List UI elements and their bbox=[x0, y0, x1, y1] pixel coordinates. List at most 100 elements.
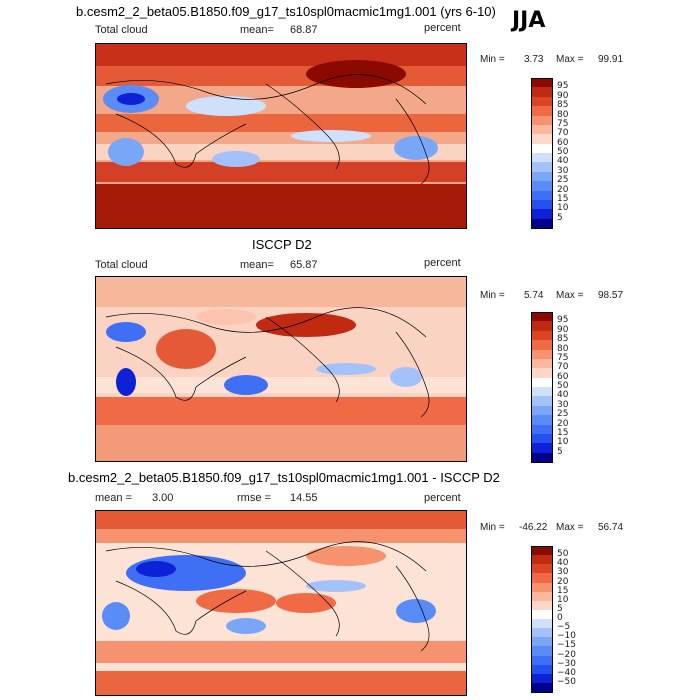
colorbar-swatch bbox=[531, 396, 553, 407]
colorbar-tick-label: 5 bbox=[557, 446, 563, 457]
colorbar-swatch bbox=[531, 619, 553, 629]
panel-2-unit: percent bbox=[424, 257, 461, 269]
panel-3-rmse-label: rmse = bbox=[237, 492, 271, 504]
colorbar-swatch bbox=[531, 143, 553, 154]
panel-3-unit: percent bbox=[424, 492, 461, 504]
colorbar-tick-label: 40 bbox=[557, 390, 569, 401]
colorbar-tick-label: 90 bbox=[557, 90, 569, 101]
colorbar-swatch bbox=[531, 424, 553, 435]
panel-1-min-value: 3.73 bbox=[524, 54, 544, 65]
colorbar-tick-label: 5 bbox=[557, 212, 563, 223]
colorbar-swatch bbox=[531, 564, 553, 574]
colorbar-tick-label: 75 bbox=[557, 118, 569, 129]
panel-1-mean-value: 68.87 bbox=[290, 24, 318, 36]
colorbar-tick-label: 70 bbox=[557, 128, 569, 139]
colorbar-tick-label: 30 bbox=[557, 567, 569, 578]
colorbar-tick-label: 15 bbox=[557, 585, 569, 596]
colorbar-swatch bbox=[531, 321, 553, 332]
colorbar-swatch bbox=[531, 349, 553, 360]
panel-1-colorbar: 95 90 85 80 75 70 60 50 40 30 25 20 15 10 5 bbox=[531, 78, 591, 229]
colorbar-swatch bbox=[531, 115, 553, 126]
colorbar-swatch bbox=[531, 673, 553, 684]
colorbar-swatch bbox=[531, 209, 553, 220]
colorbar-swatch bbox=[531, 153, 553, 163]
colorbar-swatch bbox=[531, 218, 553, 229]
panel-2-variable-label: Total cloud bbox=[95, 259, 148, 271]
colorbar-tick-label: 30 bbox=[557, 399, 569, 410]
colorbar-tick-label: 0 bbox=[557, 613, 563, 623]
colorbar-tick-label: 15 bbox=[557, 193, 569, 204]
colorbar-swatch bbox=[531, 181, 553, 191]
colorbar-tick-label: 40 bbox=[557, 558, 569, 569]
panel-1-title: b.cesm2_2_beta05.B1850.f09_g17_ts10spl0m… bbox=[76, 4, 496, 19]
colorbar-tick-label: 10 bbox=[557, 437, 569, 448]
colorbar-swatch bbox=[531, 96, 553, 107]
colorbar-tick-label: 25 bbox=[557, 175, 569, 186]
colorbar-tick-label: 50 bbox=[557, 147, 569, 157]
colorbar-tick-label: −20 bbox=[557, 649, 576, 660]
panel-3-min-value: -46.22 bbox=[519, 522, 548, 533]
colorbar-swatch bbox=[531, 682, 553, 693]
colorbar-tick-label: −50 bbox=[557, 676, 576, 687]
colorbar-tick-label: 80 bbox=[557, 109, 569, 120]
panel-3-max-value: 56.74 bbox=[598, 522, 624, 533]
colorbar-swatch bbox=[531, 368, 553, 379]
colorbar-swatch bbox=[531, 330, 553, 341]
colorbar-swatch bbox=[531, 655, 553, 666]
colorbar-swatch bbox=[531, 171, 553, 182]
colorbar-tick-label: 85 bbox=[557, 334, 569, 345]
colorbar-swatch bbox=[531, 600, 553, 611]
colorbar-tick-label: 25 bbox=[557, 409, 569, 420]
colorbar-tick-label: −40 bbox=[557, 667, 576, 678]
colorbar-tick-label: 90 bbox=[557, 324, 569, 335]
panel-2-max-label: Max = bbox=[556, 290, 584, 301]
colorbar-tick-label: 20 bbox=[557, 418, 569, 429]
colorbar-tick-label: 5 bbox=[557, 603, 563, 614]
panel-2-map bbox=[95, 276, 467, 462]
colorbar-tick-label: −15 bbox=[557, 640, 576, 651]
colorbar-swatch bbox=[531, 591, 553, 602]
colorbar-tick-label: 75 bbox=[557, 352, 569, 363]
panel-3-mean-value: 3.00 bbox=[152, 492, 174, 504]
panel-2-title: ISCCP D2 bbox=[252, 237, 312, 252]
colorbar-tick-label: −30 bbox=[557, 658, 576, 669]
colorbar-tick-label: 40 bbox=[557, 156, 569, 167]
colorbar-tick-label: 85 bbox=[557, 100, 569, 111]
panel-3-min-label: Min = bbox=[480, 522, 505, 533]
colorbar-swatch bbox=[531, 415, 553, 425]
colorbar-swatch bbox=[531, 199, 553, 210]
colorbar-swatch bbox=[531, 377, 553, 388]
panel-2-colorbar: 95 90 85 80 75 70 60 50 40 30 25 20 15 10 5 bbox=[531, 312, 591, 463]
colorbar-swatch bbox=[531, 628, 553, 638]
colorbar-swatch bbox=[531, 405, 553, 416]
panel-2-min-value: 5.74 bbox=[524, 290, 544, 301]
colorbar-tick-label: 10 bbox=[557, 203, 569, 214]
colorbar-swatch bbox=[531, 387, 553, 397]
colorbar-swatch bbox=[531, 190, 553, 201]
panel-3-colorbar: 50 40 30 20 15 10 5 0 −5 −10 −15 −20 −30 −40 −50 bbox=[531, 546, 591, 693]
panel-1-max-value: 99.91 bbox=[598, 54, 624, 65]
colorbar-tick-label: 60 bbox=[557, 371, 569, 382]
panel-3-max-label: Max = bbox=[556, 522, 584, 533]
colorbar-tick-label: 30 bbox=[557, 165, 569, 176]
panel-3-mean-label: mean = bbox=[95, 492, 132, 504]
colorbar-tick-label: 20 bbox=[557, 184, 569, 195]
panel-1-max-label: Max = bbox=[556, 54, 584, 65]
colorbar-tick-label: 10 bbox=[557, 594, 569, 605]
colorbar-swatch bbox=[531, 134, 553, 145]
colorbar-tick-label: 95 bbox=[557, 315, 569, 326]
colorbar-swatch bbox=[531, 646, 553, 656]
colorbar-swatch bbox=[531, 78, 553, 88]
panel-1-variable-label: Total cloud bbox=[95, 24, 148, 36]
colorbar-swatch bbox=[531, 162, 553, 173]
colorbar-swatch bbox=[531, 87, 553, 98]
colorbar-tick-label: 60 bbox=[557, 137, 569, 148]
colorbar-swatch bbox=[531, 573, 553, 583]
panel-1-mean-label: mean= bbox=[240, 24, 274, 36]
panel-2-max-value: 98.57 bbox=[598, 290, 624, 301]
panel-1-unit: percent bbox=[424, 22, 461, 34]
colorbar-swatch bbox=[531, 609, 553, 620]
colorbar-tick-label: 80 bbox=[557, 343, 569, 354]
colorbar-swatch bbox=[531, 358, 553, 369]
panel-2-mean-value: 65.87 bbox=[290, 259, 318, 271]
